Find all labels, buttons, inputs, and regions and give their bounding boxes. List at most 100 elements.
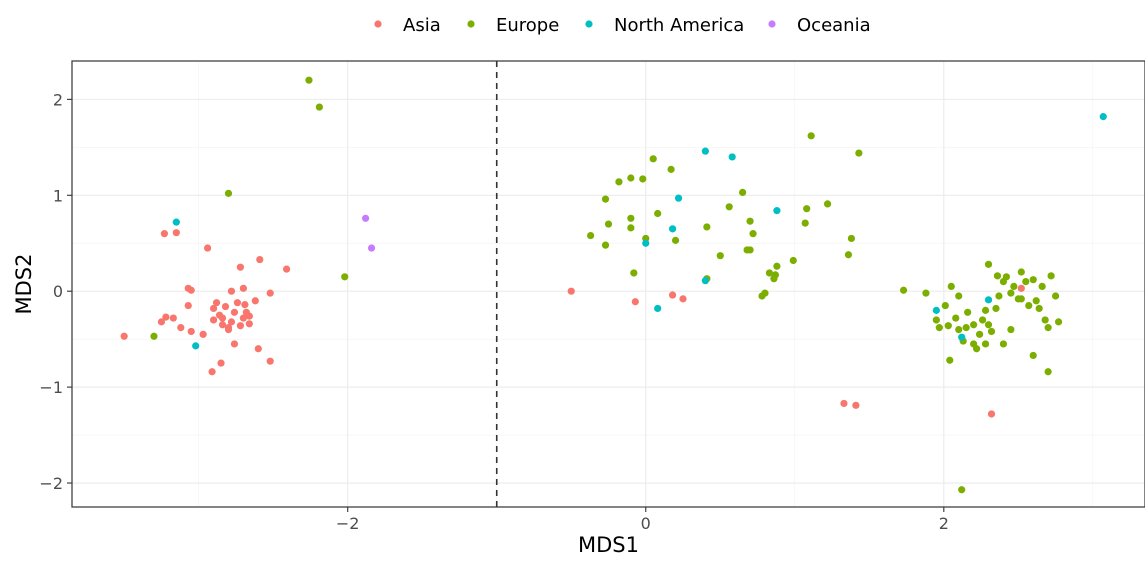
data-point xyxy=(674,194,683,202)
legend-key xyxy=(467,20,475,28)
data-point xyxy=(1041,316,1049,324)
data-point xyxy=(935,324,943,332)
data-point xyxy=(615,178,623,186)
data-point xyxy=(993,272,1002,280)
data-point xyxy=(1047,272,1055,280)
data-point xyxy=(639,175,647,183)
data-point xyxy=(1007,325,1015,334)
data-point xyxy=(251,297,259,305)
data-point xyxy=(245,312,253,320)
data-point xyxy=(266,289,274,297)
data-point xyxy=(932,316,940,324)
data-point xyxy=(199,330,207,338)
series-oceania xyxy=(361,214,376,252)
data-point xyxy=(361,214,370,222)
data-point xyxy=(1044,368,1052,376)
data-point xyxy=(958,333,966,341)
data-point xyxy=(746,246,754,254)
data-point xyxy=(807,132,815,140)
y-axis: −2 −1 0 1 2 xyxy=(39,90,72,493)
y-axis-title: MDS2 xyxy=(12,254,36,315)
data-point xyxy=(245,320,253,328)
data-point xyxy=(1025,301,1033,310)
data-point xyxy=(150,332,158,340)
data-point xyxy=(840,399,848,408)
x-tick-label: 2 xyxy=(939,514,949,533)
data-point xyxy=(567,287,575,295)
data-point xyxy=(305,76,313,84)
data-point xyxy=(1029,276,1037,284)
data-point xyxy=(987,410,996,418)
data-point xyxy=(999,340,1008,348)
data-point xyxy=(627,224,635,232)
data-point xyxy=(975,330,984,338)
y-tick-label: 2 xyxy=(53,90,63,109)
grid xyxy=(72,61,1145,507)
data-point xyxy=(627,174,635,182)
data-point xyxy=(955,292,963,300)
data-point xyxy=(749,230,757,238)
data-point xyxy=(162,313,170,321)
y-tick-label: 0 xyxy=(53,282,63,301)
data-point xyxy=(847,234,856,243)
points xyxy=(120,76,1107,494)
data-point xyxy=(601,195,610,203)
data-point xyxy=(739,188,747,197)
data-point xyxy=(239,314,247,322)
data-point xyxy=(1002,273,1011,281)
legend-label: Oceania xyxy=(797,15,871,36)
series-asia xyxy=(120,229,1025,418)
data-point xyxy=(984,260,993,268)
data-point xyxy=(157,318,166,326)
plot-border xyxy=(71,60,1145,508)
data-point xyxy=(1010,282,1018,290)
data-point xyxy=(984,296,993,304)
legend-label: North America xyxy=(614,15,744,36)
data-point xyxy=(208,368,216,376)
data-point xyxy=(218,314,227,322)
data-point xyxy=(236,263,245,271)
data-point xyxy=(978,316,987,324)
data-point xyxy=(703,223,711,231)
data-point xyxy=(932,306,940,314)
y-tick-label: −2 xyxy=(39,474,63,493)
data-point xyxy=(236,322,245,330)
data-point xyxy=(256,255,264,264)
data-point xyxy=(627,214,635,222)
data-point xyxy=(204,244,212,252)
data-point xyxy=(1038,282,1046,290)
data-point xyxy=(1017,295,1025,303)
data-point xyxy=(844,251,853,259)
data-point xyxy=(172,229,180,237)
data-point xyxy=(177,324,185,332)
data-point xyxy=(649,155,657,163)
data-point xyxy=(209,316,218,324)
data-point xyxy=(187,327,195,336)
data-point xyxy=(601,241,610,249)
data-point xyxy=(654,304,662,313)
data-point xyxy=(1029,351,1037,360)
data-point xyxy=(604,220,613,228)
data-point xyxy=(789,256,797,265)
data-point xyxy=(773,207,781,215)
data-point xyxy=(1099,113,1107,121)
x-axis-title: MDS1 xyxy=(578,533,639,557)
data-point xyxy=(218,321,227,329)
data-point xyxy=(958,486,966,494)
legend-key xyxy=(585,20,593,28)
data-point xyxy=(952,314,960,322)
series-north-america xyxy=(172,113,1107,350)
data-point xyxy=(823,200,832,208)
data-point xyxy=(217,359,225,367)
data-point xyxy=(855,149,863,157)
legend: Asia Europe North America Oceania xyxy=(374,15,871,36)
plot-background xyxy=(72,61,1145,507)
data-point xyxy=(964,308,972,316)
data-point xyxy=(667,165,675,173)
data-point xyxy=(671,236,680,244)
data-point xyxy=(852,401,860,409)
y-tick-label: −1 xyxy=(39,378,63,397)
data-point xyxy=(169,314,177,322)
legend-key xyxy=(374,20,382,28)
x-tick-label: 0 xyxy=(641,514,651,533)
